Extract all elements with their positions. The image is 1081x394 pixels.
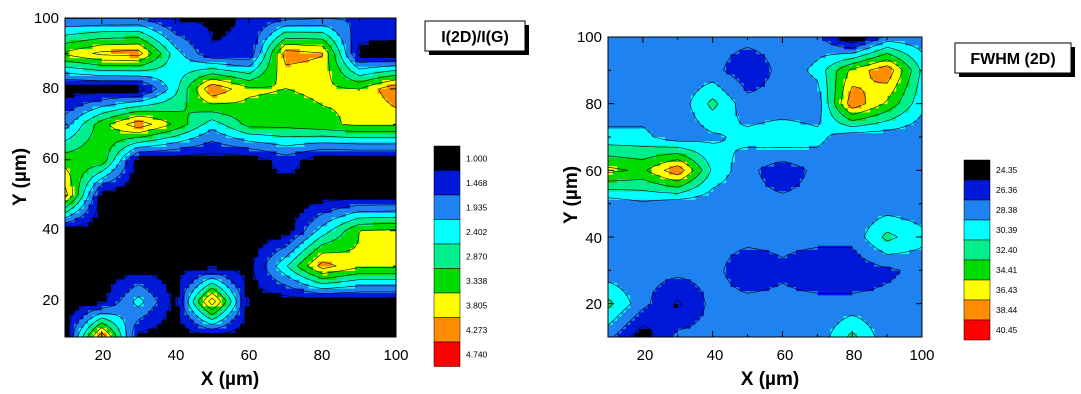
- legend-swatch: [963, 299, 991, 321]
- legend-label: 2.870: [466, 251, 488, 261]
- x-axis-label: X (µm): [741, 369, 799, 390]
- x-tick-label: 40: [168, 347, 185, 364]
- y-tick-label: 40: [585, 230, 602, 247]
- y-tick-label: 100: [34, 10, 59, 27]
- legend-label: 1.468: [466, 178, 488, 188]
- legend-label: 1.935: [466, 202, 488, 212]
- legend-label: 4.273: [466, 325, 488, 335]
- legend-swatch: [433, 317, 461, 343]
- contour-line: [613, 36, 901, 338]
- contour-line: [64, 50, 397, 338]
- contour-band: [65, 18, 397, 338]
- y-tick-label: 40: [42, 221, 59, 238]
- legend-swatch: [433, 292, 461, 318]
- contour-line: [64, 24, 397, 338]
- legend-label: 2.402: [466, 227, 488, 237]
- contour-band: [65, 26, 397, 338]
- legend-swatch: [433, 219, 461, 245]
- y-tick-label: 100: [577, 29, 602, 46]
- legend-swatch: [963, 259, 991, 281]
- contour-line: [64, 18, 397, 338]
- plot-frame: [64, 17, 397, 338]
- legend-label: 3.338: [466, 276, 488, 286]
- title-box: [954, 42, 1072, 74]
- legend-swatch: [433, 194, 461, 220]
- legend-swatch: [963, 199, 991, 221]
- color-legend: 1.000 1.468 1.935 2.402 2.870 3.338 3.805 4.273…: [433, 145, 488, 367]
- x-tick-label: 20: [95, 347, 112, 364]
- legend-swatch: [963, 319, 991, 341]
- y-tick-label: 60: [585, 163, 602, 180]
- panel-intensity-ratio: 20 40 60 80 100 20 40 60 80 100 X (µm) Y…: [10, 10, 529, 390]
- legend-label: 24.35: [996, 165, 1018, 175]
- x-tick-label: 80: [846, 347, 863, 364]
- legend-label: 38.44: [996, 305, 1018, 315]
- plot-frame: [607, 36, 923, 338]
- legend-label: 40.45: [996, 325, 1018, 335]
- legend-swatch: [433, 341, 461, 367]
- y-axis-label: Y (µm): [561, 166, 582, 224]
- legend-label: 34.41: [996, 265, 1018, 275]
- legend-label: 28.38: [996, 205, 1018, 215]
- contour-line: [607, 53, 912, 188]
- x-tick-label: 100: [383, 347, 408, 364]
- contour-map-intensity-ratio: [64, 17, 397, 338]
- legend-label: 1.000: [466, 153, 488, 163]
- chart-title: FWHM (2D): [970, 51, 1055, 68]
- legend-swatch: [963, 159, 991, 181]
- axis-ticks: [607, 36, 923, 338]
- contour-band: [616, 37, 901, 338]
- legend-swatch: [433, 170, 461, 196]
- contour-band: [608, 53, 910, 188]
- contour-band: [65, 31, 397, 338]
- legend-label: 4.740: [466, 349, 488, 359]
- legend-swatch: [433, 145, 461, 171]
- legend-swatch: [963, 219, 991, 241]
- x-tick-label: 80: [314, 347, 331, 364]
- chart-title: I(2D)/I(G): [441, 29, 509, 46]
- contour-band: [65, 44, 397, 338]
- x-tick-label: 60: [777, 347, 794, 364]
- legend-swatch: [963, 179, 991, 201]
- x-tick-label: 20: [637, 347, 654, 364]
- contour-band: [608, 49, 923, 338]
- y-tick-label: 80: [42, 80, 59, 97]
- x-tick-label: 60: [241, 347, 258, 364]
- y-tick-label: 20: [42, 292, 59, 309]
- x-tick-label: 100: [909, 347, 934, 364]
- axis-ticks: [64, 17, 397, 338]
- color-legend: 24.35 26.36 28.38 30.39 32.40 34.41 36.43 38.44…: [963, 159, 1018, 341]
- y-tick-label: 60: [42, 150, 59, 167]
- legend-label: 30.39: [996, 225, 1018, 235]
- x-axis-label: X (µm): [201, 369, 259, 390]
- legend-swatch: [963, 239, 991, 261]
- legend-label: 26.36: [996, 185, 1018, 195]
- legend-swatch: [433, 268, 461, 294]
- contour-band: [608, 37, 923, 338]
- contour-line: [607, 59, 903, 182]
- contour-line: [64, 30, 397, 338]
- contour-band: [97, 49, 397, 338]
- contour-line: [64, 17, 397, 338]
- y-tick-label: 20: [585, 296, 602, 313]
- legend-label: 3.805: [466, 300, 488, 310]
- legend-label: 36.43: [996, 285, 1018, 295]
- title-box: [424, 20, 526, 52]
- legend-swatch: [433, 243, 461, 269]
- contour-band: [65, 18, 397, 338]
- contour-line: [664, 65, 895, 176]
- y-axis-label: Y (µm): [10, 148, 31, 206]
- panel-fwhm: 20 40 60 80 100 20 40 60 80 100 X (µm) Y…: [561, 29, 1075, 390]
- contour-map-fwhm: [607, 36, 923, 338]
- legend-label: 32.40: [996, 245, 1018, 255]
- contour-line: [607, 40, 923, 338]
- legend-swatch: [963, 279, 991, 301]
- contour-line: [630, 36, 869, 338]
- x-tick-label: 40: [707, 347, 724, 364]
- y-tick-label: 80: [585, 96, 602, 113]
